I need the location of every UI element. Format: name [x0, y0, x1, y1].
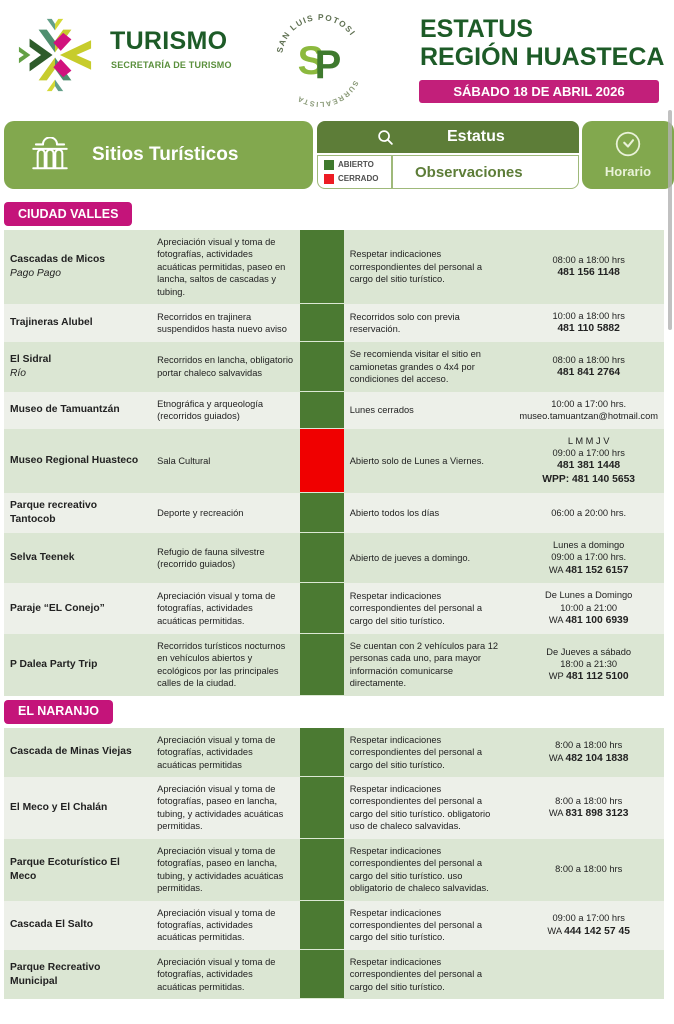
- svg-text:P: P: [315, 43, 342, 87]
